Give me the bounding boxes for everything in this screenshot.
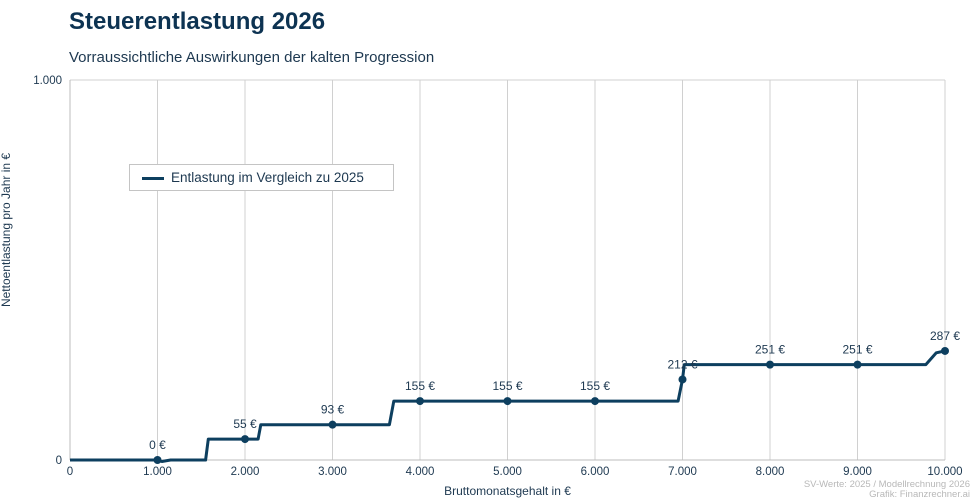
data-label: 55 € — [233, 417, 257, 431]
x-tick-label: 1.000 — [143, 466, 172, 478]
data-label: 155 € — [492, 379, 522, 393]
chart-title: Steuerentlastung 2026 — [69, 8, 326, 35]
data-label: 287 € — [930, 329, 960, 343]
x-tick-label: 6.000 — [581, 466, 610, 478]
data-label: 93 € — [321, 403, 345, 417]
x-tick-label: 2.000 — [231, 466, 260, 478]
data-label: 155 € — [580, 379, 610, 393]
x-axis-title: Bruttomonatsgehalt in € — [444, 484, 571, 498]
data-point — [241, 435, 249, 444]
credits-line-2: Grafik: Finanzrechner.ai — [869, 489, 970, 500]
data-point — [503, 397, 512, 406]
x-tick-label: 0 — [67, 466, 73, 478]
y-tick-label: 1.000 — [33, 75, 62, 87]
x-tick-label: 5.000 — [493, 466, 522, 478]
credits-line-1: SV-Werte: 2025 / Modellrechnung 2026 — [803, 479, 970, 490]
y-tick-label: 0 — [56, 455, 62, 467]
data-label: 251 € — [755, 343, 785, 357]
data-label: 212 € — [667, 357, 697, 371]
data-label: 155 € — [405, 379, 435, 393]
data-label: 251 € — [842, 343, 872, 357]
data-point — [766, 360, 774, 369]
x-tick-label: 10.000 — [927, 466, 962, 478]
data-point — [591, 397, 599, 406]
x-tick-label: 8.000 — [756, 466, 785, 478]
data-point — [941, 346, 949, 355]
data-point — [853, 360, 862, 369]
legend[interactable]: Entlastung im Vergleich zu 2025 — [129, 164, 394, 191]
x-tick-label: 7.000 — [668, 466, 697, 478]
legend-label: Entlastung im Vergleich zu 2025 — [171, 170, 364, 185]
legend-swatch — [142, 177, 164, 180]
y-axis-title: Nettoentlastung pro Jahr in € — [0, 153, 13, 307]
x-tick-label: 4.000 — [406, 466, 435, 478]
data-point — [328, 420, 337, 429]
data-label: 0 € — [149, 438, 166, 452]
data-point — [678, 375, 687, 384]
x-tick-label: 3.000 — [318, 466, 347, 478]
data-point — [153, 456, 162, 464]
x-tick-label: 9.000 — [843, 466, 872, 478]
chart-subtitle: Vorraussichtliche Auswirkungen der kalte… — [69, 49, 435, 66]
data-point — [416, 397, 424, 406]
